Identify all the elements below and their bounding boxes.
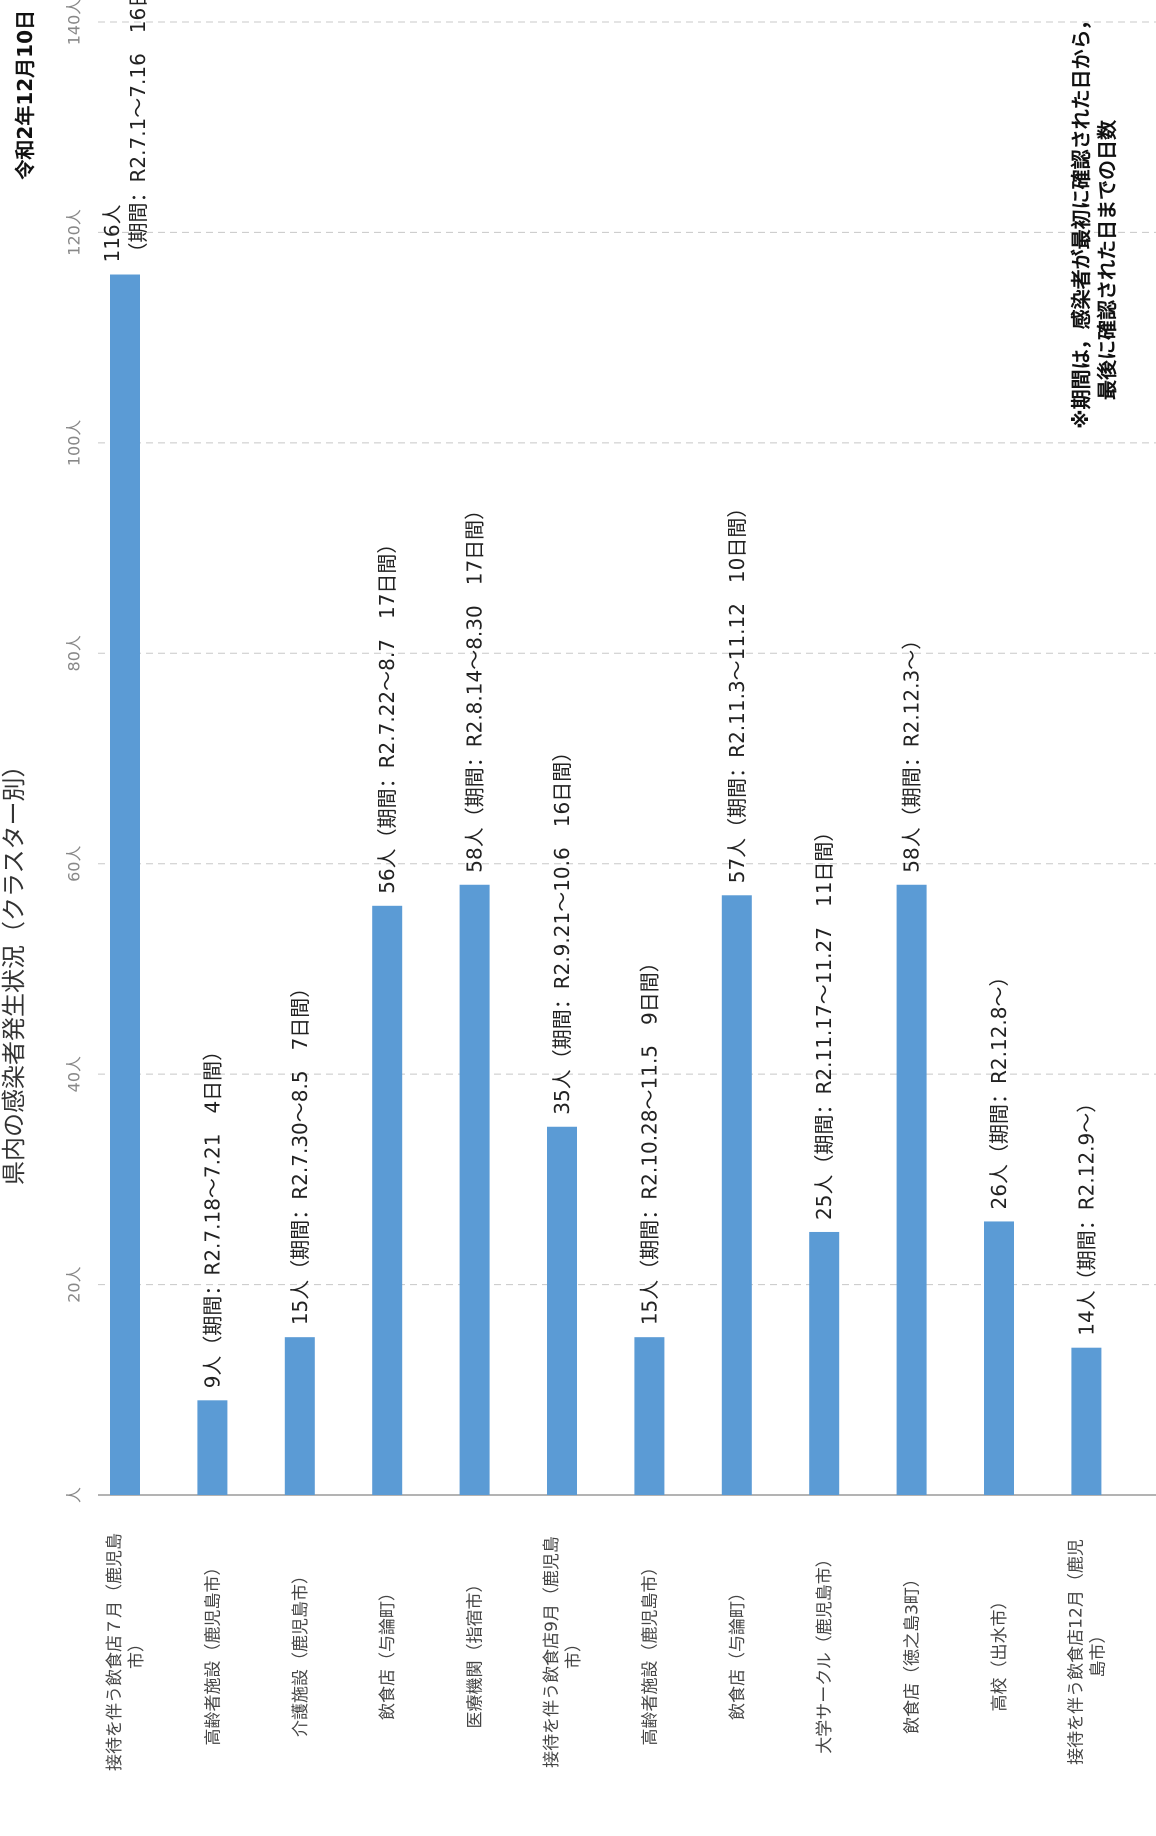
data-label: 15人（期間：R2.7.30～8.5 7日間） <box>288 978 312 1326</box>
category-label: 高齢者施設（鹿児島市） <box>640 1559 660 1746</box>
category-label: 高齢者施設（鹿児島市） <box>203 1559 223 1746</box>
bar <box>984 1221 1014 1495</box>
category-labels: 接待を伴う飲食店７月（鹿児島 市） 高齢者施設（鹿児島市） 介護施設（鹿児島市） 飲食店… <box>105 1533 1108 1771</box>
data-label: 15人（期間：R2.10.28～11.5 9日間） <box>637 952 661 1325</box>
y-tick-label: 60人 <box>65 846 84 882</box>
bar <box>110 274 140 1495</box>
bar <box>547 1126 577 1495</box>
bar <box>896 884 927 1495</box>
bar <box>634 1337 665 1495</box>
data-label: 116人 （期間：R2.7.1～7.16 16日間） <box>100 0 150 263</box>
category-label: 高校（出水市） <box>990 1593 1010 1712</box>
y-tick-label: 120人 <box>65 209 84 256</box>
bar <box>372 905 403 1495</box>
bar <box>459 884 490 1495</box>
data-labels: 116人 （期間：R2.7.1～7.16 16日間） 9人（期間：R2.7.18～7… <box>100 0 1098 1388</box>
data-label: 56人（期間：R2.7.22～8.7 17日間） <box>375 534 399 894</box>
chart-date: 令和2年12月10日 <box>13 10 37 180</box>
data-label: 58人（期間：R2.12.3～） <box>900 630 924 873</box>
footnote-line-2: 最後に確認された日までの日数 <box>1095 119 1119 400</box>
category-label: 医療機関（指宿市） <box>466 1576 486 1729</box>
data-label: 26人（期間：R2.12.8～） <box>987 966 1011 1209</box>
data-label: 35人（期間：R2.9.21～10.6 16日間） <box>550 742 574 1115</box>
y-tick-label: 人 <box>65 1487 84 1503</box>
bar <box>197 1400 228 1495</box>
data-label: 14人（期間：R2.12.9～） <box>1074 1093 1098 1336</box>
bar <box>1071 1347 1102 1495</box>
y-tick-label: 80人 <box>65 635 84 671</box>
bar <box>721 895 752 1495</box>
bar <box>809 1231 840 1495</box>
chart-title: 県内の感染者発生状況（クラスター別） <box>0 753 28 1185</box>
bars <box>110 274 1102 1495</box>
y-tick-label: 40人 <box>65 1056 84 1092</box>
grid-lines <box>98 21 1156 1496</box>
data-label: 9人（期間：R2.7.18～7.21 4日間） <box>200 1041 224 1389</box>
footnote-line-1: ※期間は，感染者が最初に確認された日から， <box>1069 10 1093 429</box>
y-tick-label: 140人 <box>65 0 84 45</box>
y-axis-ticks: 人 20人 40人 60人 80人 100人 120人 140人 <box>65 0 84 1503</box>
category-label: 飲食店（徳之島3町） <box>903 1570 923 1734</box>
category-label: 飲食店（与論町） <box>378 1584 398 1720</box>
category-label: 飲食店（与論町） <box>728 1584 748 1720</box>
bar <box>284 1337 315 1495</box>
data-label: 25人（期間：R2.11.17～11.27 11日間） <box>812 822 836 1220</box>
y-tick-label: 100人 <box>65 420 84 467</box>
category-label: 介護施設（鹿児島市） <box>291 1567 311 1737</box>
data-label: 58人（期間：R2.8.14～8.30 17日間） <box>463 500 487 873</box>
data-label: 57人（期間：R2.11.3～11.12 10日間） <box>725 498 749 884</box>
y-tick-label: 20人 <box>65 1266 84 1302</box>
category-label: 接待を伴う飲食店12月（鹿児 島市） <box>1066 1539 1108 1765</box>
category-label: 接待を伴う飲食店9月（鹿児島 市） <box>542 1536 584 1768</box>
category-label: 大学サークル（鹿児島市） <box>815 1550 835 1754</box>
category-label: 接待を伴う飲食店７月（鹿児島 市） <box>105 1533 147 1771</box>
